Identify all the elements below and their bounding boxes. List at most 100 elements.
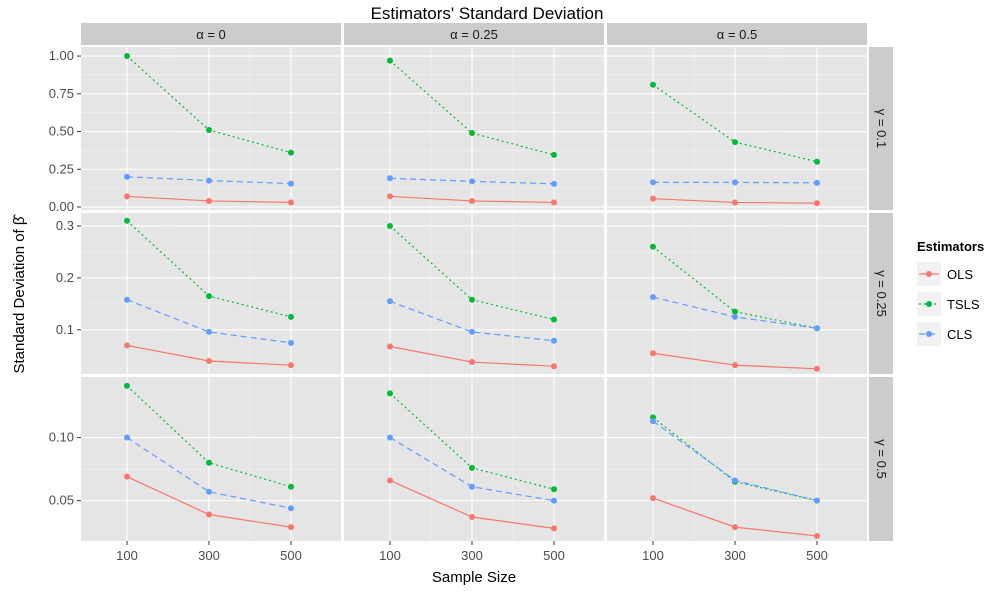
row-strip [869,47,893,210]
data-point-ols [551,363,557,370]
y-tick-label: 0.50 [49,124,74,139]
data-point-ols [732,524,738,531]
data-point-cls [124,173,130,180]
legend-point-cls [926,331,932,337]
data-point-ols [387,343,393,350]
panel [344,47,604,210]
x-tick-label: 500 [280,548,302,563]
data-point-cls [206,177,212,184]
data-point-cls [124,434,130,441]
y-tick-label: 1.00 [49,48,74,63]
panel-background [81,213,341,374]
panel [344,213,604,374]
row-strip [869,213,893,374]
data-point-ols [814,200,820,207]
data-point-cls [206,328,212,335]
series-line-tsls [652,246,818,329]
data-point-cls [650,179,656,186]
x-tick-label: 100 [116,548,138,563]
data-point-ols [124,193,130,200]
panel [607,213,867,374]
data-point-ols [288,199,294,206]
data-point-tsls [124,382,130,389]
data-point-tsls [206,293,212,300]
data-point-cls [814,325,820,332]
data-point-tsls [551,486,557,493]
data-point-ols [732,362,738,369]
data-point-tsls [469,296,475,303]
data-point-cls [206,488,212,495]
legend-label-ols: OLS [947,267,973,282]
data-point-tsls [387,390,393,397]
panel [344,377,604,541]
series-line-cls [389,300,555,342]
data-point-ols [469,197,475,204]
panel-background [344,377,604,541]
data-point-ols [469,514,475,521]
data-point-tsls [551,316,557,323]
panel [81,47,341,210]
data-point-ols [288,524,294,531]
row-strip-label: γ = 0.1 [874,109,889,148]
data-point-cls [732,179,738,186]
panel-background [344,213,604,374]
data-point-tsls [732,139,738,146]
data-point-cls [469,178,475,185]
data-point-cls [469,483,475,490]
series-line-tsls [652,416,818,502]
data-point-tsls [288,483,294,490]
x-tick-label: 300 [198,548,220,563]
data-point-ols [814,365,820,372]
data-point-cls [288,180,294,187]
data-point-ols [650,495,656,502]
data-point-tsls [732,308,738,315]
data-point-tsls [387,222,393,229]
panel [81,377,341,541]
x-tick-label: 100 [642,548,664,563]
data-point-cls [387,434,393,441]
x-tick-label: 300 [461,548,483,563]
column-strip-label: α = 0 [196,27,226,42]
data-point-tsls [124,217,130,224]
data-point-tsls [650,243,656,250]
panel [607,377,867,541]
x-axis: 100 300 500 100 300 500 100 300 500 [116,541,828,563]
data-point-ols [206,197,212,204]
data-point-tsls [206,459,212,466]
data-point-cls [814,179,820,186]
data-point-cls [288,505,294,512]
data-point-cls [814,497,820,504]
x-tick-label: 500 [806,548,828,563]
data-point-tsls [551,151,557,158]
series-line-tsls [389,60,555,156]
series-line-cls [126,437,292,509]
x-tick-label: 300 [724,548,746,563]
panel-background [607,47,867,210]
data-point-cls [650,294,656,301]
panel-background [344,47,604,210]
data-point-tsls [288,149,294,156]
data-point-ols [206,511,212,518]
data-point-ols [650,350,656,357]
panel-background [607,213,867,374]
y-axis-title: Standard Deviation of β̂ [11,213,28,373]
series-line-cls [126,299,292,344]
y-axes: 0.00 0.25 0.50 0.75 1.00 0.1 0.2 0.3 0.05 0.10 [49,48,81,508]
legend-point-tsls [926,301,932,307]
facet-strips: α = 0 α = 0.25 α = 0.5 γ = 0.1 γ = 0.25 γ = 0… [81,23,893,541]
legend-label-cls: CLS [947,327,973,342]
data-point-tsls [469,464,475,471]
panel [81,213,341,374]
data-point-ols [124,342,130,349]
y-tick-label: 0.05 [49,493,74,508]
data-point-ols [551,525,557,532]
column-strip [607,23,867,45]
x-tick-label: 100 [379,548,401,563]
data-point-ols [469,359,475,366]
y-tick-label: 0.10 [49,430,74,445]
data-point-cls [551,180,557,187]
data-point-ols [387,193,393,200]
data-point-cls [124,296,130,303]
data-point-cls [551,337,557,344]
data-point-cls [387,298,393,305]
